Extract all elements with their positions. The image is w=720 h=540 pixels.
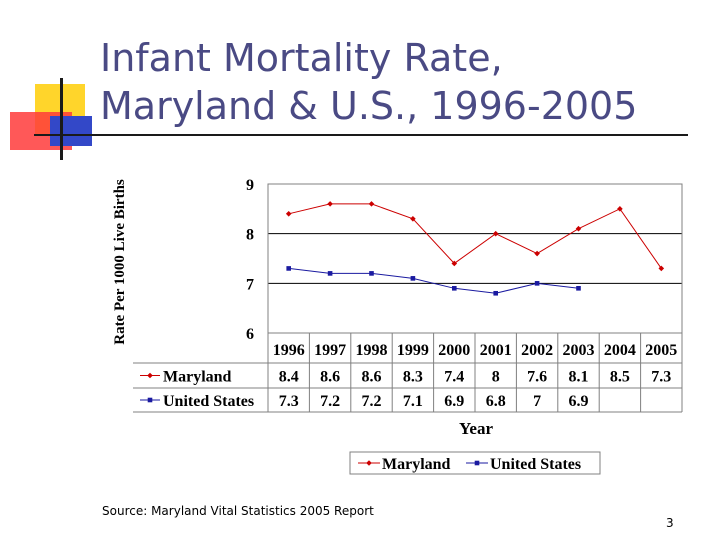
point-united-states-1996 xyxy=(286,266,291,271)
data-label-maryland-1999: 8.3 xyxy=(403,369,423,386)
decorative-vertical-line xyxy=(60,78,63,160)
point-maryland-2003 xyxy=(575,225,582,232)
point-united-states-2001 xyxy=(493,290,498,296)
point-united-states-2003 xyxy=(576,286,581,291)
point-maryland-1997 xyxy=(327,201,333,207)
x-tick-label-2000: 2000 xyxy=(438,342,470,359)
chart-legend: Maryland United States xyxy=(349,451,601,475)
point-maryland-2005 xyxy=(658,265,665,272)
y-tick-label-6: 6 xyxy=(246,326,254,343)
data-label-maryland-2000: 7.4 xyxy=(444,369,464,386)
data-label-maryland-1996: 8.4 xyxy=(279,369,299,386)
table-key-marker-united-states xyxy=(147,397,153,403)
x-tick-label-1999: 1999 xyxy=(397,342,429,359)
x-tick-label-1998: 1998 xyxy=(356,342,388,359)
x-tick-label-1996: 1996 xyxy=(273,342,305,359)
data-label-united-states-2002: 7 xyxy=(533,393,541,410)
x-tick-label-2002: 2002 xyxy=(521,342,553,359)
y-axis-ticks: 6 7 8 9 xyxy=(246,177,254,343)
series-line-maryland xyxy=(288,203,662,269)
title-underline xyxy=(34,134,688,136)
point-maryland-2001 xyxy=(492,230,499,237)
slide-title-line-1: Infant Mortality Rate, xyxy=(100,36,503,80)
data-label-maryland-2002: 7.6 xyxy=(527,369,547,386)
legend-label-united-states: United States xyxy=(490,456,581,473)
point-united-states-2002 xyxy=(534,281,540,286)
series-lines xyxy=(288,203,662,294)
point-maryland-2004 xyxy=(617,206,623,212)
series-markers xyxy=(285,201,665,296)
table-row-label-maryland: Maryland xyxy=(163,369,232,386)
data-label-united-states-1998: 7.2 xyxy=(362,393,382,410)
data-label-maryland-2001: 8 xyxy=(492,369,500,386)
decorative-blue-square xyxy=(50,116,92,146)
point-maryland-1996 xyxy=(285,211,292,217)
legend-marker-maryland xyxy=(366,460,372,466)
data-label-united-states-1996: 7.3 xyxy=(279,393,299,410)
series-line-united-states xyxy=(288,267,579,294)
data-label-united-states-1999: 7.1 xyxy=(403,393,423,410)
data-label-maryland-2004: 8.5 xyxy=(610,369,630,386)
point-united-states-2000 xyxy=(452,286,457,291)
point-maryland-2000 xyxy=(451,260,458,267)
point-united-states-1997 xyxy=(327,271,333,276)
source-note: Source: Maryland Vital Statistics 2005 R… xyxy=(102,504,374,518)
data-label-maryland-2005: 7.3 xyxy=(651,369,671,386)
data-label-maryland-1998: 8.6 xyxy=(362,369,382,386)
point-maryland-2002 xyxy=(534,250,540,257)
x-tick-label-2003: 2003 xyxy=(563,342,595,359)
legend-label-maryland: Maryland xyxy=(382,456,451,473)
table-row-label-united-states: United States xyxy=(163,393,254,410)
page-number: 3 xyxy=(666,516,674,530)
x-axis-label: Year xyxy=(459,419,493,438)
y-tick-label-7: 7 xyxy=(246,276,254,293)
y-tick-label-8: 8 xyxy=(246,227,254,244)
point-united-states-1998 xyxy=(369,271,374,276)
point-maryland-1999 xyxy=(410,215,416,222)
x-tick-label-2001: 2001 xyxy=(480,342,512,359)
data-label-united-states-2003: 6.9 xyxy=(569,393,589,410)
data-label-united-states-2000: 6.9 xyxy=(444,393,464,410)
slide-title-line-2: Maryland & U.S., 1996-2005 xyxy=(100,84,638,128)
grid-lines xyxy=(268,183,682,284)
table-key-marker-maryland xyxy=(147,372,153,379)
slide-title: Infant Mortality Rate, Maryland & U.S., … xyxy=(100,34,700,130)
data-label-united-states-2001: 6.8 xyxy=(486,393,506,410)
data-label-maryland-2003: 8.1 xyxy=(569,369,589,386)
x-tick-label-1997: 1997 xyxy=(314,342,346,359)
x-tick-label-2005: 2005 xyxy=(645,342,677,359)
data-label-united-states-1997: 7.2 xyxy=(320,393,340,410)
legend-marker-united-states xyxy=(474,460,480,466)
point-maryland-1998 xyxy=(368,201,375,207)
point-united-states-1999 xyxy=(410,276,416,281)
data-table: 1996 1997 1998 1999 2000 2001 2002 2003 2004 2005… xyxy=(133,333,683,413)
y-tick-label-9: 9 xyxy=(246,177,254,194)
y-axis-label: Rate Per 1000 Live Births xyxy=(112,179,128,345)
data-label-maryland-1997: 8.6 xyxy=(320,369,340,386)
x-tick-label-2004: 2004 xyxy=(604,342,636,359)
